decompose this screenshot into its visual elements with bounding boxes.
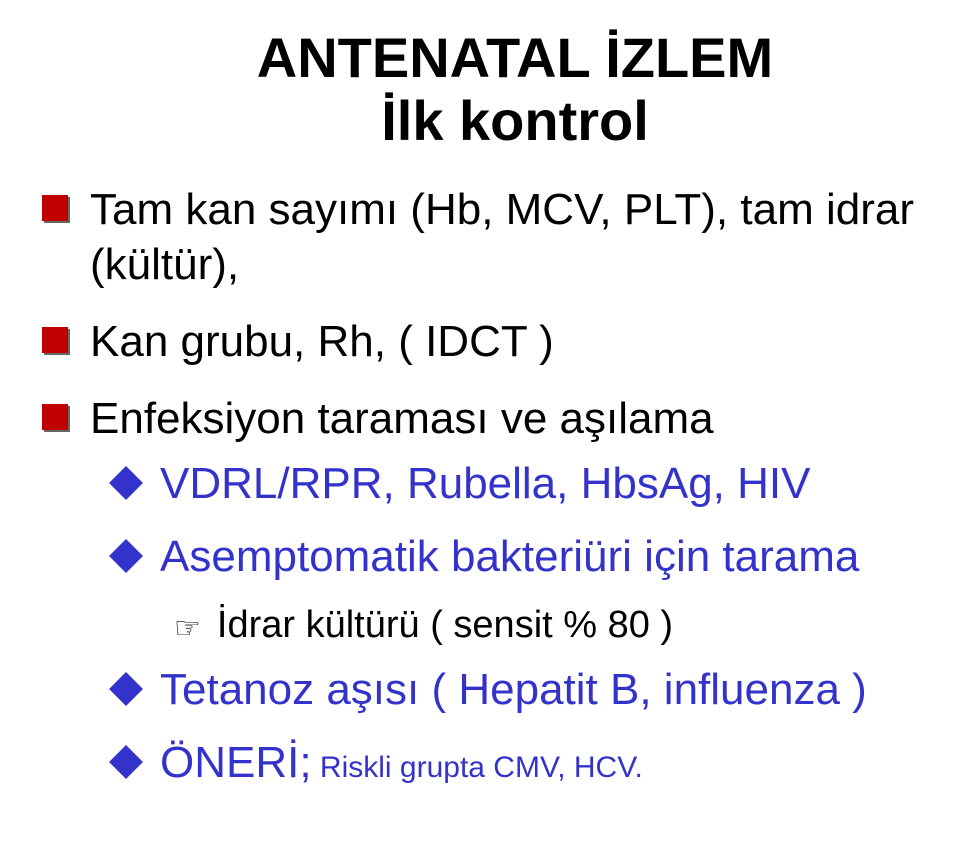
slide: ANTENATAL İZLEM İlk kontrol Tam kan sayı…: [0, 0, 960, 863]
bullet-item-2: Kan grubu, Rh, ( IDCT ): [42, 314, 918, 369]
title-line-1: ANTENATAL İZLEM: [112, 27, 918, 90]
square-bullet-icon: [42, 195, 68, 221]
sub-bullet-item-2: Asemptomatik bakteriüri için tarama: [114, 529, 918, 584]
bullet-list: Tam kan sayımı (Hb, MCV, PLT), tam idrar…: [42, 182, 918, 790]
rec-text: Riskli grupta CMV, HCV.: [312, 751, 643, 784]
bullet-text: Enfeksiyon taraması ve aşılama: [90, 391, 918, 446]
diamond-bullet-icon: [109, 672, 143, 706]
bullet-text: Tam kan sayımı (Hb, MCV, PLT), tam idrar…: [90, 182, 918, 292]
bullet-text: Kan grubu, Rh, ( IDCT ): [90, 314, 918, 369]
rec-label: ÖNERİ;: [160, 738, 312, 787]
sub2-bullet-text: İdrar kültürü ( sensit % 80 ): [217, 602, 918, 650]
sub-bullet-text: Asemptomatik bakteriüri için tarama: [160, 529, 918, 584]
sub-bullet-item-4: ÖNERİ; Riskli grupta CMV, HCV.: [114, 735, 918, 790]
square-bullet-icon: [42, 327, 68, 353]
recommendation-line: ÖNERİ; Riskli grupta CMV, HCV.: [160, 735, 918, 790]
sub-bullet-text: Tetanoz aşısı ( Hepatit B, influenza ): [160, 662, 918, 717]
sub-bullet-item-1: VDRL/RPR, Rubella, HbsAg, HIV: [114, 456, 918, 511]
sub2-bullet-item-1: ☞ İdrar kültürü ( sensit % 80 ): [174, 602, 918, 650]
bullet-item-3: Enfeksiyon taraması ve aşılama: [42, 391, 918, 446]
hand-pointer-icon: ☞: [174, 610, 201, 648]
square-bullet-icon: [42, 404, 68, 430]
sub-bullet-text: VDRL/RPR, Rubella, HbsAg, HIV: [160, 456, 918, 511]
sub-bullet-item-3: Tetanoz aşısı ( Hepatit B, influenza ): [114, 662, 918, 717]
diamond-bullet-icon: [109, 745, 143, 779]
bullet-item-1: Tam kan sayımı (Hb, MCV, PLT), tam idrar…: [42, 182, 918, 292]
sub2-bullet-list: ☞ İdrar kültürü ( sensit % 80 ): [114, 602, 918, 650]
diamond-bullet-icon: [109, 539, 143, 573]
diamond-bullet-icon: [109, 466, 143, 500]
title-line-2: İlk kontrol: [112, 90, 918, 153]
slide-title: ANTENATAL İZLEM İlk kontrol: [112, 27, 918, 152]
sub-bullet-list: VDRL/RPR, Rubella, HbsAg, HIV Asemptomat…: [42, 456, 918, 790]
